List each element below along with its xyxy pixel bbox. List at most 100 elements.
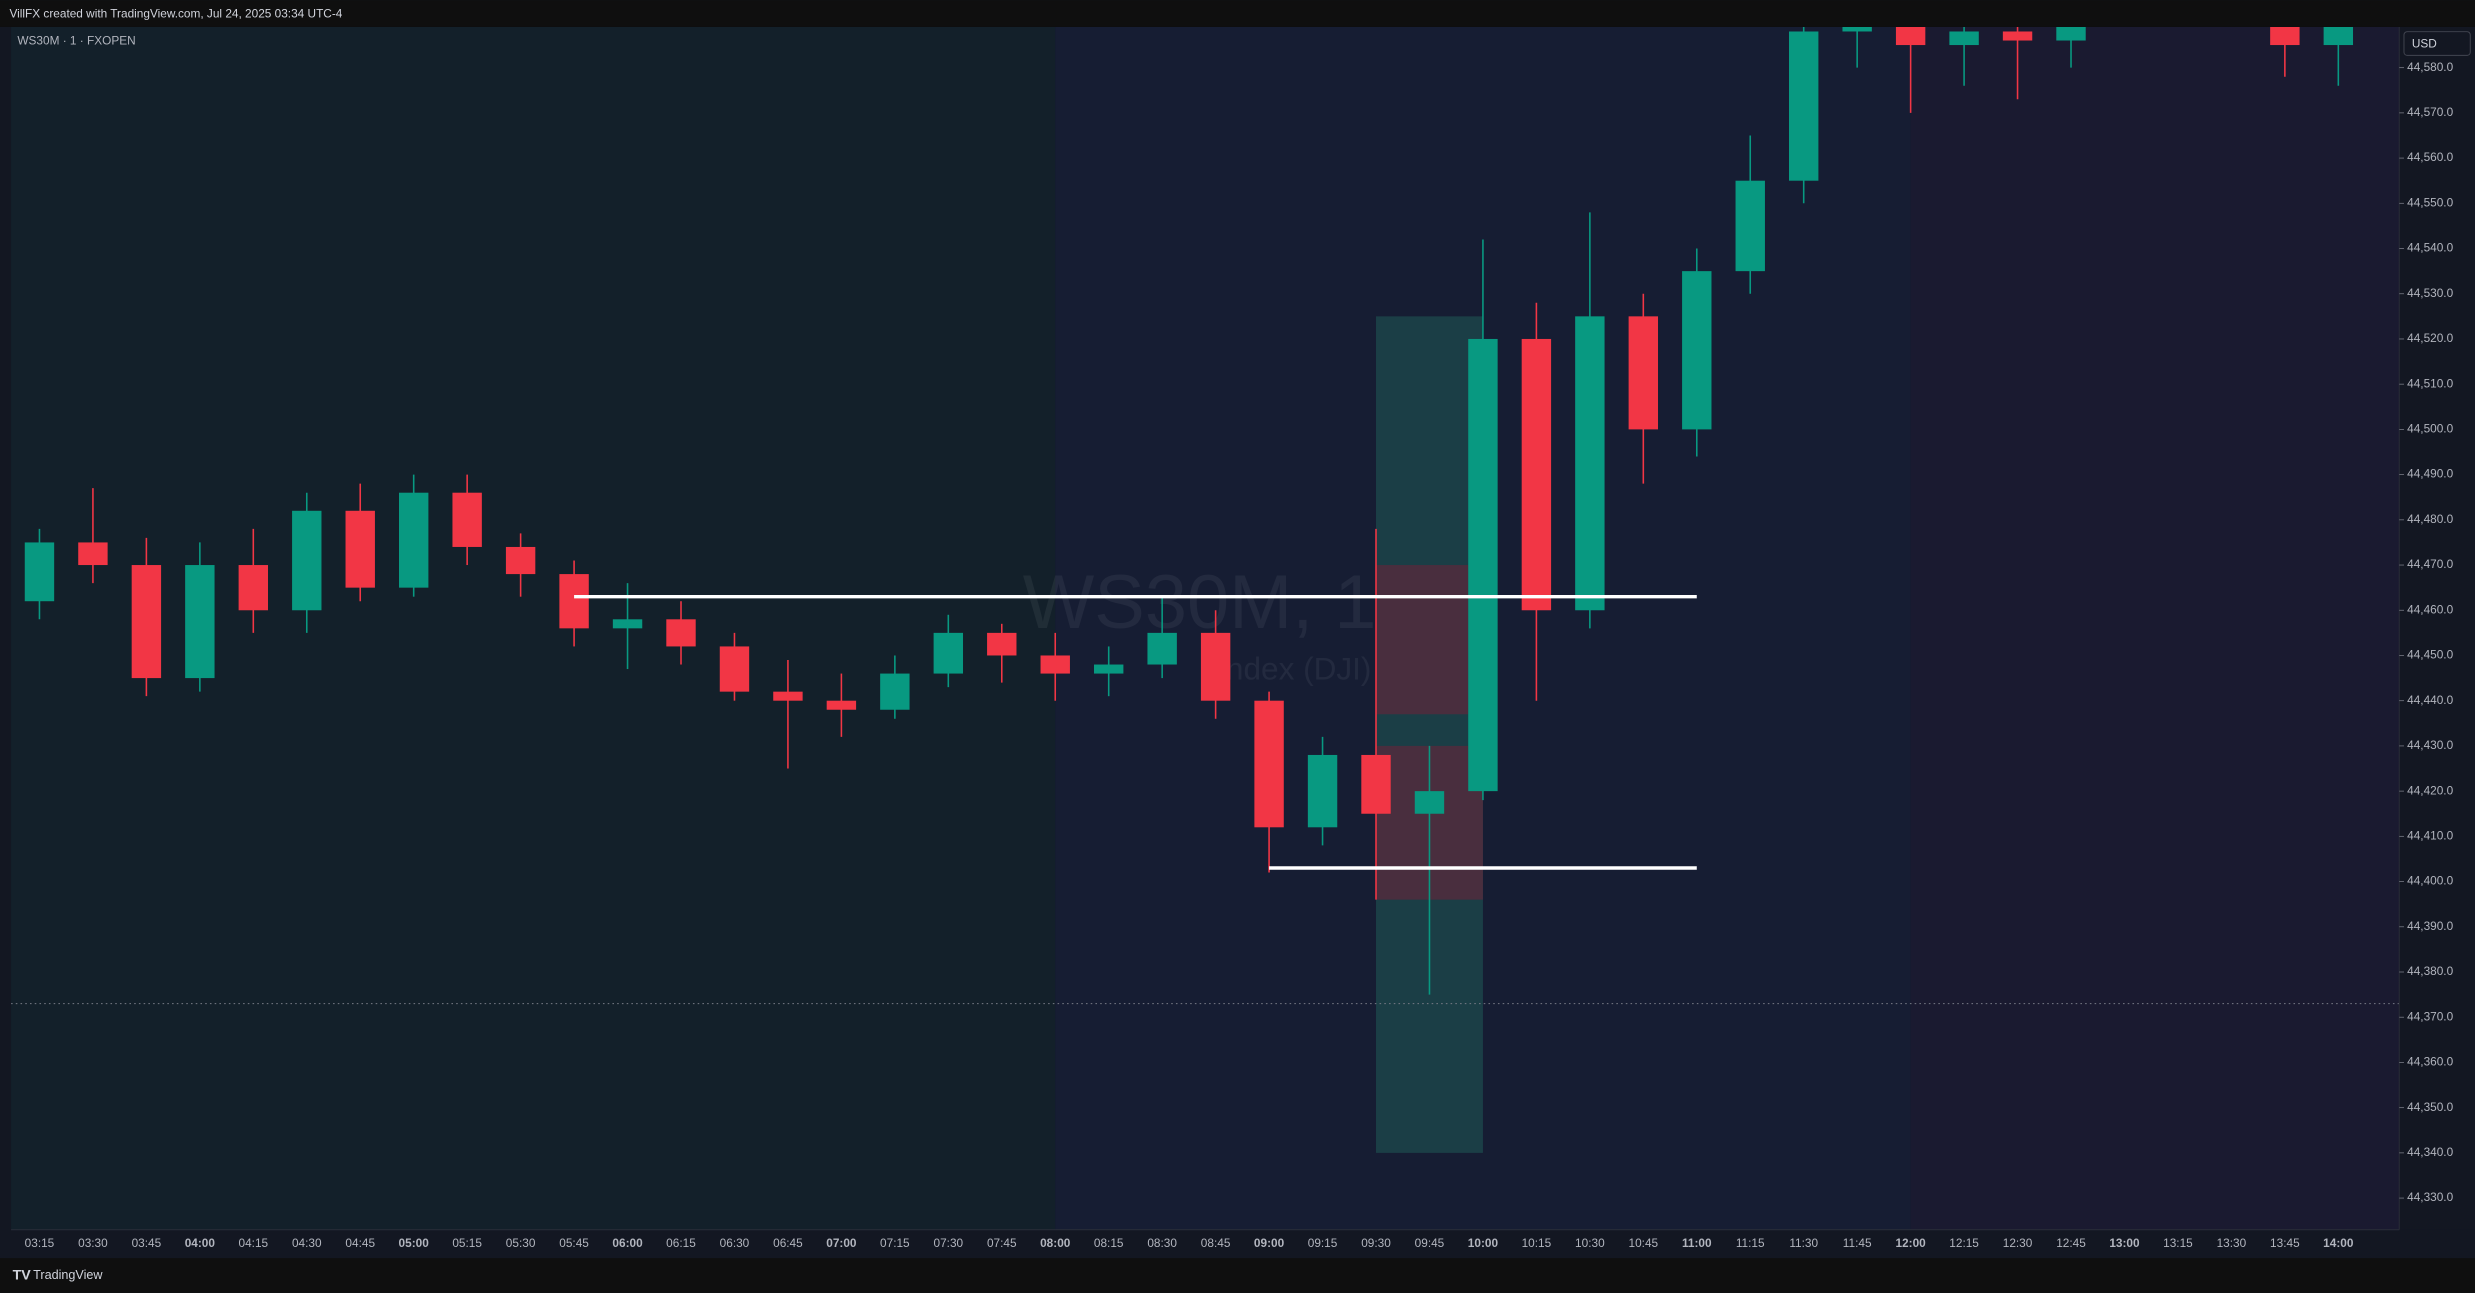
- candle-body: [719, 646, 750, 692]
- x-tick-label: 08:15: [1094, 1236, 1124, 1250]
- y-tick-label: 44,490.0: [2407, 467, 2453, 481]
- x-tick-label: 09:45: [1415, 1236, 1445, 1250]
- footer-brand: TradingView: [33, 1268, 103, 1282]
- candle-body: [1307, 754, 1338, 828]
- candle-body: [1735, 180, 1765, 272]
- x-tick-label: 10:15: [1522, 1236, 1552, 1250]
- candle-body: [1414, 791, 1445, 814]
- y-tick-label: 44,500.0: [2407, 422, 2453, 436]
- x-tick-label: 04:15: [239, 1236, 269, 1250]
- y-tick-label: 44,520.0: [2407, 331, 2453, 345]
- zone-box: [1376, 316, 1483, 1153]
- y-tick-label: 44,580.0: [2407, 60, 2453, 74]
- x-tick-label: 09:00: [1254, 1236, 1285, 1250]
- x-tick-label: 04:45: [345, 1236, 375, 1250]
- x-tick-label: 11:00: [1682, 1236, 1712, 1250]
- candle-body: [345, 510, 375, 588]
- y-tick-label: 44,570.0: [2407, 105, 2453, 119]
- zone-box: [1376, 565, 1483, 715]
- candle-body: [987, 632, 1017, 656]
- x-tick-label: 10:30: [1575, 1236, 1605, 1250]
- y-tick-label: 44,480.0: [2407, 512, 2453, 526]
- x-tick-label: 06:15: [666, 1236, 696, 1250]
- x-tick-label: 07:00: [826, 1236, 857, 1250]
- x-tick-label: 05:15: [452, 1236, 482, 1250]
- x-tick-label: 07:45: [987, 1236, 1017, 1250]
- candle-body: [185, 565, 215, 679]
- currency-box: [2403, 31, 2471, 56]
- y-tick-label: 44,420.0: [2407, 783, 2453, 797]
- x-tick-label: 13:45: [2270, 1236, 2300, 1250]
- x-tick-label: 03:45: [132, 1236, 162, 1250]
- y-tick-label: 44,530.0: [2407, 286, 2453, 300]
- candle-body: [292, 510, 322, 611]
- x-tick-label: 12:00: [1895, 1236, 1926, 1250]
- candle-body: [612, 619, 643, 629]
- y-tick-label: 44,350.0: [2407, 1100, 2453, 1114]
- x-tick-label: 09:15: [1308, 1236, 1338, 1250]
- x-tick-label: 12:45: [2056, 1236, 2086, 1250]
- header-bar: [0, 0, 2475, 27]
- candle-body: [24, 542, 55, 602]
- candle-body: [1093, 664, 1124, 674]
- y-tick-label: 44,450.0: [2407, 648, 2453, 662]
- x-tick-label: 12:30: [2003, 1236, 2033, 1250]
- candle-body: [933, 632, 964, 674]
- candle-body: [2002, 31, 2033, 41]
- watermark-sub: Index (DJI): [1217, 650, 1371, 686]
- y-tick-label: 44,370.0: [2407, 1009, 2453, 1023]
- candle-body: [238, 565, 269, 611]
- x-tick-label: 08:45: [1201, 1236, 1231, 1250]
- x-tick-label: 07:30: [934, 1236, 964, 1250]
- x-tick-label: 10:45: [1629, 1236, 1659, 1250]
- x-tick-label: 04:00: [185, 1236, 216, 1250]
- x-tick-label: 08:00: [1040, 1236, 1071, 1250]
- x-tick-label: 14:00: [2323, 1236, 2354, 1250]
- x-tick-label: 06:00: [612, 1236, 643, 1250]
- candle-body: [1254, 700, 1284, 828]
- y-tick-label: 44,390.0: [2407, 919, 2453, 933]
- y-tick-label: 44,400.0: [2407, 874, 2453, 888]
- y-tick-label: 44,540.0: [2407, 241, 2453, 255]
- x-tick-label: 04:30: [292, 1236, 322, 1250]
- credit: VillFX created with TradingView.com, Jul…: [9, 6, 342, 20]
- x-tick-label: 05:30: [506, 1236, 536, 1250]
- watermark: WS30M, 1: [1023, 560, 1377, 645]
- y-tick-label: 44,330.0: [2407, 1190, 2453, 1204]
- candle-body: [880, 673, 910, 710]
- footer-bar: [0, 1258, 2475, 1293]
- x-tick-label: 11:30: [1789, 1236, 1818, 1250]
- x-tick-label: 08:30: [1147, 1236, 1177, 1250]
- candle-body: [505, 546, 536, 575]
- x-tick-label: 13:00: [2109, 1236, 2140, 1250]
- y-tick-label: 44,440.0: [2407, 693, 2453, 707]
- x-tick-label: 12:15: [1949, 1236, 1979, 1250]
- x-tick-label: 13:15: [2163, 1236, 2193, 1250]
- candle-body: [1521, 338, 1552, 611]
- candle-body: [1361, 754, 1391, 814]
- y-tick-label: 44,550.0: [2407, 195, 2453, 209]
- candle-body: [1842, 26, 1872, 32]
- candle-body: [1200, 632, 1231, 701]
- candle-body: [131, 565, 162, 679]
- candle-body: [2270, 26, 2300, 46]
- candle-body: [1682, 271, 1712, 430]
- y-tick-label: 44,460.0: [2407, 602, 2453, 616]
- candle-body: [1949, 31, 1979, 46]
- x-tick-label: 06:30: [720, 1236, 750, 1250]
- x-tick-label: 11:15: [1736, 1236, 1765, 1250]
- y-tick-label: 44,360.0: [2407, 1055, 2453, 1069]
- x-tick-label: 03:30: [78, 1236, 108, 1250]
- x-tick-label: 07:15: [880, 1236, 910, 1250]
- session-background: [11, 26, 1056, 1230]
- candle-body: [78, 542, 108, 566]
- y-tick-label: 44,430.0: [2407, 738, 2453, 752]
- candle-body: [1147, 632, 1177, 665]
- x-tick-label: 03:15: [25, 1236, 55, 1250]
- candle-body: [559, 574, 589, 629]
- logo: TV: [13, 1267, 32, 1283]
- candle-body: [1468, 338, 1498, 792]
- y-tick-label: 44,410.0: [2407, 828, 2453, 842]
- candle-body: [826, 700, 857, 710]
